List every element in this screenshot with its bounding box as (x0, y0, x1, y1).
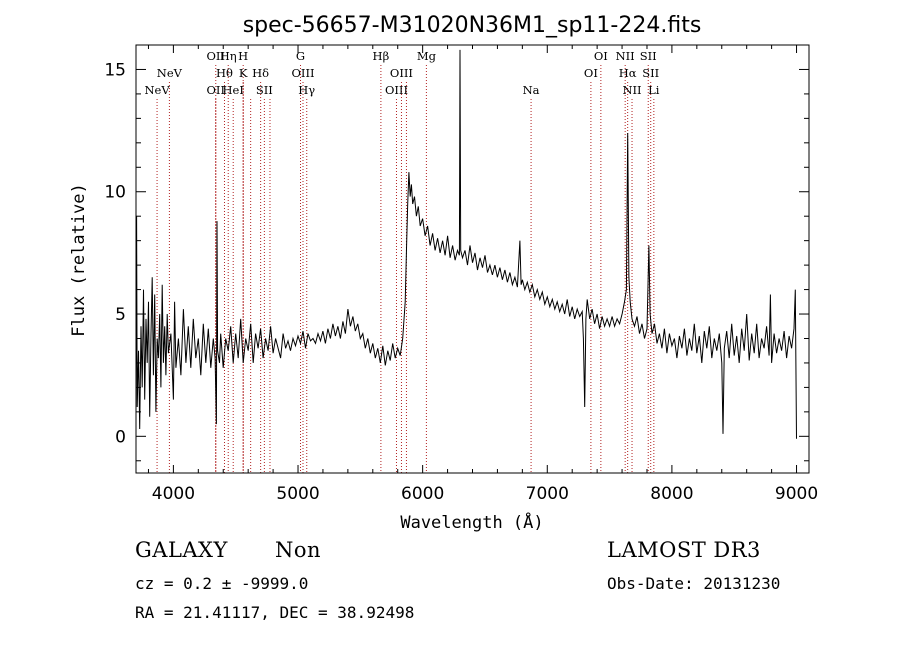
line-marker-label-18: OIII (390, 66, 413, 80)
x-tick-label-1: 5000 (276, 484, 319, 504)
redshift-readout: cz = 0.2 ± -9999.0 (135, 574, 309, 593)
line-marker-label-28: SII (642, 66, 659, 80)
y-tick-label-1: 5 (115, 305, 126, 325)
x-axis-ticks: 4000 5000 6000 7000 8000 9000 (147, 45, 818, 504)
line-marker-label-8: K (239, 66, 248, 80)
spectrum-line (135, 49, 797, 439)
line-marker-label-16: Hβ (373, 49, 390, 63)
line-marker-label-4: Hθ (216, 66, 233, 80)
line-marker-label-3: OII (207, 49, 226, 63)
line-marker-label-27: SII (640, 49, 657, 63)
y-tick-label-3: 15 (104, 60, 126, 80)
line-marker-label-10: Hδ (252, 66, 269, 80)
survey-name: LAMOST DR3 (607, 538, 761, 562)
y-axis-label: Flux (relative) (69, 183, 89, 337)
line-marker-label-25: Hα (619, 66, 637, 80)
line-marker-label-29: Li (648, 83, 660, 97)
x-tick-label-4: 8000 (650, 484, 693, 504)
x-tick-label-0: 4000 (152, 484, 195, 504)
chart-title: spec-56657-M31020N36M1_sp11-224.fits (243, 13, 702, 38)
line-marker-label-5: Hη (220, 49, 237, 63)
line-marker-label-0: NeV (144, 83, 170, 97)
observation-date: Obs-Date: 20131230 (607, 574, 781, 593)
x-tick-label-3: 7000 (526, 484, 569, 504)
object-subclass: Non (275, 538, 322, 562)
line-marker-label-2: OII (207, 83, 226, 97)
line-marker-label-13: G (296, 49, 305, 63)
line-marker-label-21: Na (523, 83, 540, 97)
sky-coordinates: RA = 21.41117, DEC = 38.92498 (135, 603, 415, 622)
line-marker-label-11: SII (256, 83, 273, 97)
line-marker-label-23: OI (594, 49, 608, 63)
y-tick-label-2: 10 (104, 183, 126, 203)
y-tick-label-0: 0 (115, 427, 126, 447)
line-marker-label-26: NII (622, 83, 641, 97)
line-marker-label-15: Hγ (298, 83, 315, 97)
y-axis-ticks: 0 5 10 15 (104, 44, 809, 462)
plot-frame (135, 44, 810, 474)
x-tick-label-5: 9000 (775, 484, 818, 504)
spectrum-chart: spec-56657-M31020N36M1_sp11-224.fits NeV… (69, 13, 818, 533)
line-marker-label-22: OI (584, 66, 598, 80)
x-axis-label: Wavelength (Å) (400, 511, 543, 533)
emission-line-markers (156, 65, 655, 473)
line-marker-label-20: Mg (417, 49, 437, 63)
line-marker-label-17: OIII (385, 83, 408, 97)
x-tick-label-2: 6000 (401, 484, 444, 504)
line-marker-label-24: NII (616, 49, 635, 63)
line-marker-label-1: NeV (157, 66, 183, 80)
line-marker-label-14: OIII (291, 66, 314, 80)
line-marker-label-7: H (238, 49, 248, 63)
line-marker-label-6: HeI (223, 83, 244, 97)
object-class: GALAXY (135, 538, 228, 562)
